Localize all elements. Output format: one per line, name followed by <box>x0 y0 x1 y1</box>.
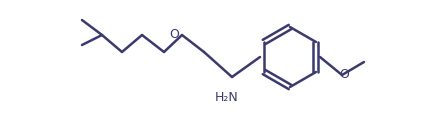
Text: O: O <box>339 67 349 80</box>
Text: O: O <box>169 27 179 40</box>
Text: H₂N: H₂N <box>215 91 239 104</box>
